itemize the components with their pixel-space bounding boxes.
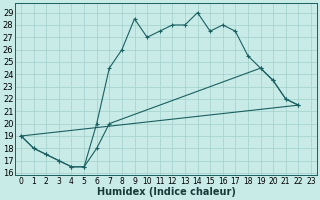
X-axis label: Humidex (Indice chaleur): Humidex (Indice chaleur)	[97, 187, 236, 197]
